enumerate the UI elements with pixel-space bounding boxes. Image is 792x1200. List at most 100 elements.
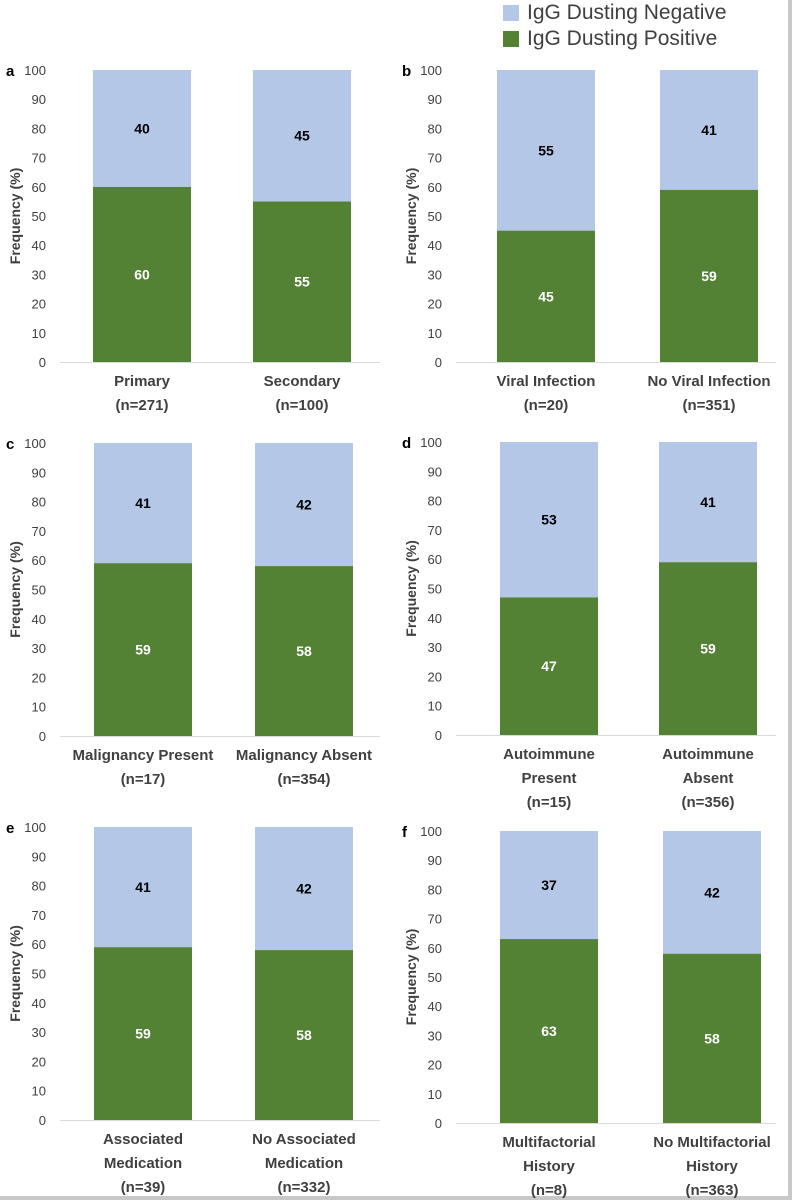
legend-item-positive: IgG Dusting Positive	[503, 26, 727, 52]
bar-positive	[500, 597, 598, 735]
y-tick-label: 50	[32, 583, 46, 598]
chart-panel-d: d Frequency (%) 0 10 20 30 40 50 60 70 80 90 100 47 53…	[402, 435, 776, 811]
y-tick-label: 60	[428, 180, 442, 195]
y-tick-label: 40	[32, 996, 46, 1011]
x-category-label: Associated	[103, 1131, 183, 1148]
y-tick-label: 40	[32, 612, 46, 627]
y-tick-label: 50	[428, 209, 442, 224]
y-tick-label: 10	[32, 326, 46, 341]
x-category-label: No Multifactorial	[653, 1134, 771, 1151]
data-label-negative: 41	[700, 494, 716, 510]
legend-swatch-negative	[503, 5, 519, 21]
x-category-label: (n=15)	[527, 794, 572, 811]
y-tick-label: 100	[420, 63, 442, 78]
y-tick-label: 20	[428, 297, 442, 312]
data-label-negative: 41	[701, 122, 717, 138]
y-tick-label: 10	[428, 326, 442, 341]
y-tick-label: 80	[32, 879, 46, 894]
y-tick-label: 90	[32, 849, 46, 864]
y-tick-label: 20	[428, 669, 442, 684]
y-tick-label: 50	[428, 970, 442, 985]
y-tick-label: 40	[428, 611, 442, 626]
x-category-label: Present	[521, 770, 576, 787]
bar-negative	[660, 70, 758, 190]
y-tick-label: 90	[32, 92, 46, 107]
y-tick-label: 70	[32, 908, 46, 923]
data-label-positive: 59	[135, 1026, 151, 1042]
y-tick-label: 20	[428, 1058, 442, 1073]
chart-panel-b: b Frequency (%) 0 10 20 30 40 50 60 70 80 90 100 45 55…	[402, 63, 776, 414]
y-tick-label: 20	[32, 670, 46, 685]
data-label-positive: 63	[541, 1023, 557, 1039]
bar-positive	[500, 939, 598, 1123]
data-label-positive: 45	[538, 288, 554, 304]
y-tick-label: 0	[435, 728, 442, 743]
data-label-negative: 42	[704, 884, 720, 900]
y-tick-label: 100	[420, 824, 442, 839]
legend-label-positive: IgG Dusting Positive	[527, 27, 718, 50]
y-tick-label: 30	[32, 267, 46, 282]
bar-negative	[253, 70, 351, 202]
y-tick-label: 70	[428, 912, 442, 927]
x-category-label: Malignancy Present	[73, 747, 214, 764]
data-label-positive: 59	[700, 641, 716, 657]
data-label-negative: 41	[135, 495, 151, 511]
y-tick-label: 30	[428, 267, 442, 282]
y-tick-label: 30	[428, 640, 442, 655]
x-category-label: No Associated	[252, 1131, 356, 1148]
x-category-label: (n=271)	[116, 397, 169, 414]
bar-positive	[497, 230, 595, 362]
x-category-label: Malignancy Absent	[236, 747, 372, 764]
bar-positive	[94, 947, 192, 1120]
y-tick-label: 30	[32, 641, 46, 656]
y-tick-label: 90	[32, 465, 46, 480]
y-tick-label: 0	[39, 355, 46, 370]
y-tick-label: 100	[420, 435, 442, 450]
y-tick-label: 80	[428, 494, 442, 509]
y-tick-label: 0	[435, 1116, 442, 1131]
y-tick-label: 90	[428, 92, 442, 107]
y-axis-title: Frequency (%)	[7, 541, 23, 637]
x-category-label: (n=39)	[121, 1179, 166, 1196]
y-tick-label: 60	[428, 552, 442, 567]
bar-negative	[93, 70, 191, 187]
x-category-label: Medication	[104, 1155, 182, 1172]
x-category-label: (n=8)	[531, 1182, 567, 1199]
y-axis-title: Frequency (%)	[7, 168, 23, 264]
panel-label: d	[402, 435, 411, 452]
y-tick-label: 0	[435, 355, 442, 370]
x-category-label: (n=332)	[278, 1179, 331, 1196]
data-label-positive: 47	[541, 658, 557, 674]
bar-negative	[500, 442, 598, 598]
y-tick-label: 50	[428, 582, 442, 597]
x-category-label: No Viral Infection	[647, 373, 770, 390]
data-label-positive: 58	[296, 643, 312, 659]
legend-item-negative: IgG Dusting Negative	[503, 0, 727, 26]
data-label-negative: 40	[134, 120, 150, 136]
y-tick-label: 0	[39, 1113, 46, 1128]
data-label-positive: 59	[701, 268, 717, 284]
bar-positive	[93, 186, 191, 362]
y-tick-label: 80	[428, 121, 442, 136]
legend: IgG Dusting Negative IgG Dusting Positiv…	[503, 0, 727, 52]
data-label-negative: 37	[541, 877, 557, 893]
x-category-label: Primary	[114, 373, 171, 390]
y-tick-label: 100	[24, 820, 46, 835]
legend-swatch-positive	[503, 31, 519, 47]
x-category-label: Multifactorial	[502, 1134, 595, 1151]
data-label-negative: 53	[541, 512, 557, 528]
bar-negative	[500, 831, 598, 940]
bar-positive	[253, 201, 351, 362]
data-label-positive: 59	[135, 642, 151, 658]
bar-positive	[255, 950, 353, 1120]
y-tick-label: 80	[32, 121, 46, 136]
x-category-label: Autoimmune	[662, 746, 754, 763]
y-tick-label: 70	[428, 523, 442, 538]
y-tick-label: 60	[32, 553, 46, 568]
y-tick-label: 20	[32, 297, 46, 312]
bar-negative	[497, 70, 595, 231]
x-category-label: Viral Infection	[497, 373, 596, 390]
x-category-label: (n=100)	[276, 397, 329, 414]
bar-negative	[663, 831, 761, 954]
